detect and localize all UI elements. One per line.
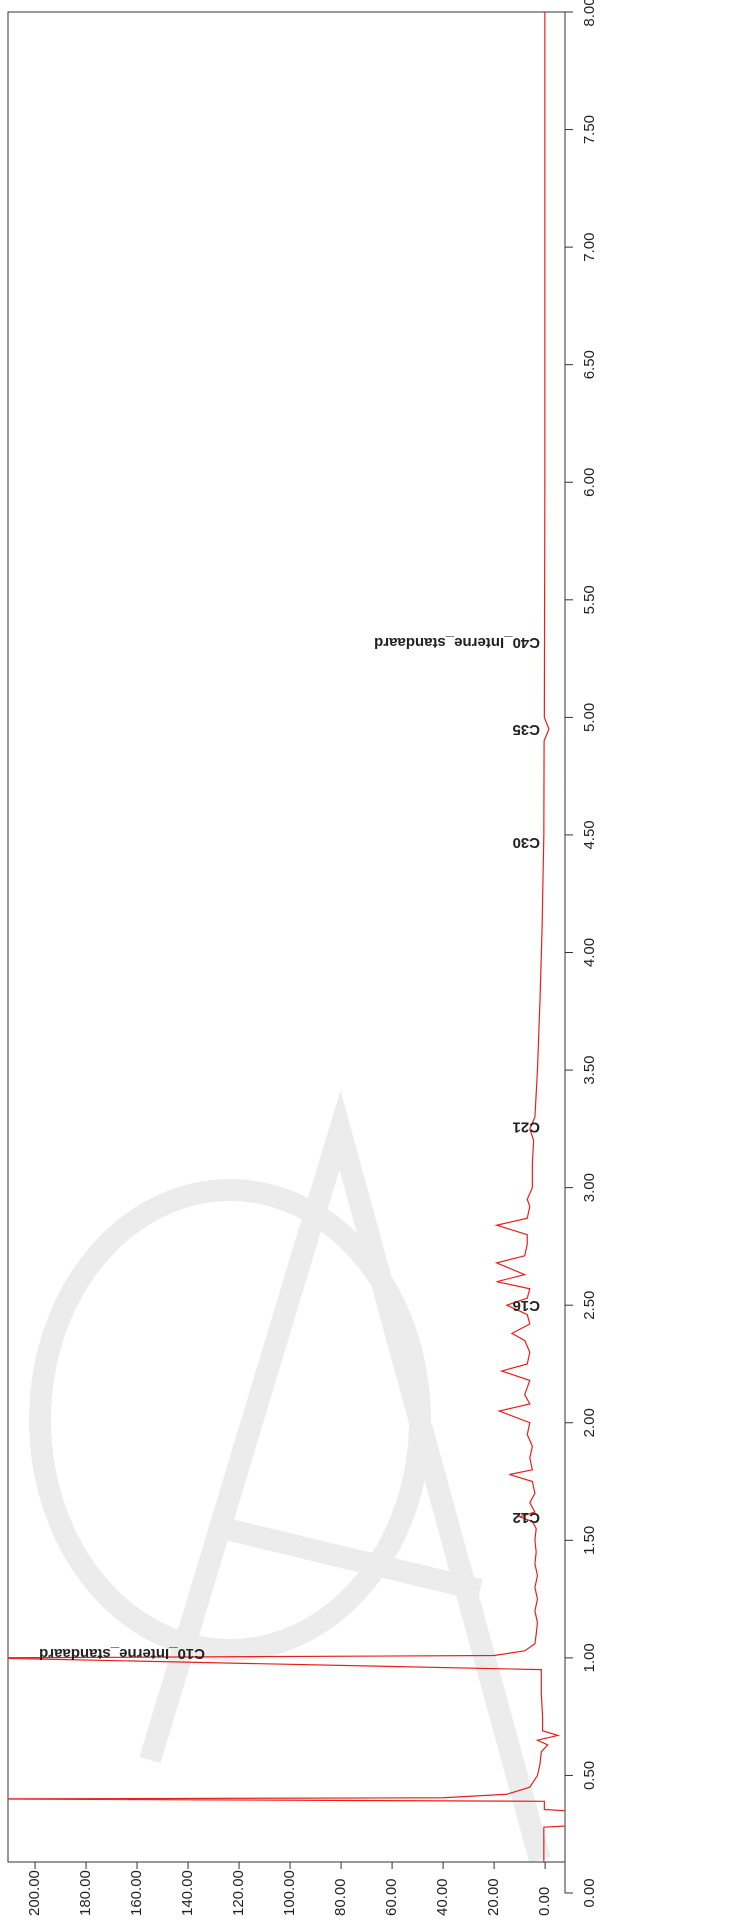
x-tick-label: 7.50 [581, 115, 598, 144]
x-tick-label: 5.00 [581, 703, 598, 732]
x-tick-label: 2.50 [581, 1291, 598, 1320]
peak-label: C16 [512, 1297, 540, 1314]
y-tick-label: 20.00 [485, 1878, 502, 1916]
peak-label: C12 [512, 1509, 540, 1526]
peak-label: C30 [512, 834, 540, 851]
y-tick-label: 120.00 [230, 1870, 247, 1916]
peak-label: C10_Interne_standaard [39, 1645, 205, 1662]
x-tick-label: 2.00 [581, 1408, 598, 1437]
x-tick-label: 1.00 [581, 1643, 598, 1672]
y-tick-label: 180.00 [77, 1870, 94, 1916]
x-tick-label: 4.50 [581, 820, 598, 849]
peak-label: C35 [512, 721, 540, 738]
x-tick-label: 8.00 [581, 0, 598, 27]
x-tick-label: 7.00 [581, 233, 598, 262]
watermark [29, 1090, 551, 1863]
y-tick-label: 60.00 [383, 1878, 400, 1916]
y-tick-label: 80.00 [332, 1878, 349, 1916]
x-tick-label: 6.50 [581, 350, 598, 379]
y-tick-label: 140.00 [179, 1870, 196, 1916]
x-tick-label: 3.00 [581, 1173, 598, 1202]
x-tick-label: 1.50 [581, 1526, 598, 1555]
peak-label: C21 [512, 1119, 540, 1136]
x-tick-label: 6.00 [581, 468, 598, 497]
y-tick-label: 100.00 [281, 1870, 298, 1916]
peak-label: C40_Interne_standaard [374, 634, 540, 651]
y-tick-label: 160.00 [128, 1870, 145, 1916]
x-tick-label: 0.00 [581, 1878, 598, 1907]
y-tick-label: 40.00 [434, 1878, 451, 1916]
x-tick-label: 4.00 [581, 938, 598, 967]
trace-group [8, 12, 565, 1862]
y-tick-label: 0.00 [536, 1887, 553, 1916]
x-tick-label: 3.50 [581, 1055, 598, 1084]
trace [8, 12, 565, 1862]
x-tick-label: 0.50 [581, 1761, 598, 1790]
x-tick-label: 5.50 [581, 585, 598, 614]
y-tick-label: 200.00 [26, 1870, 43, 1916]
